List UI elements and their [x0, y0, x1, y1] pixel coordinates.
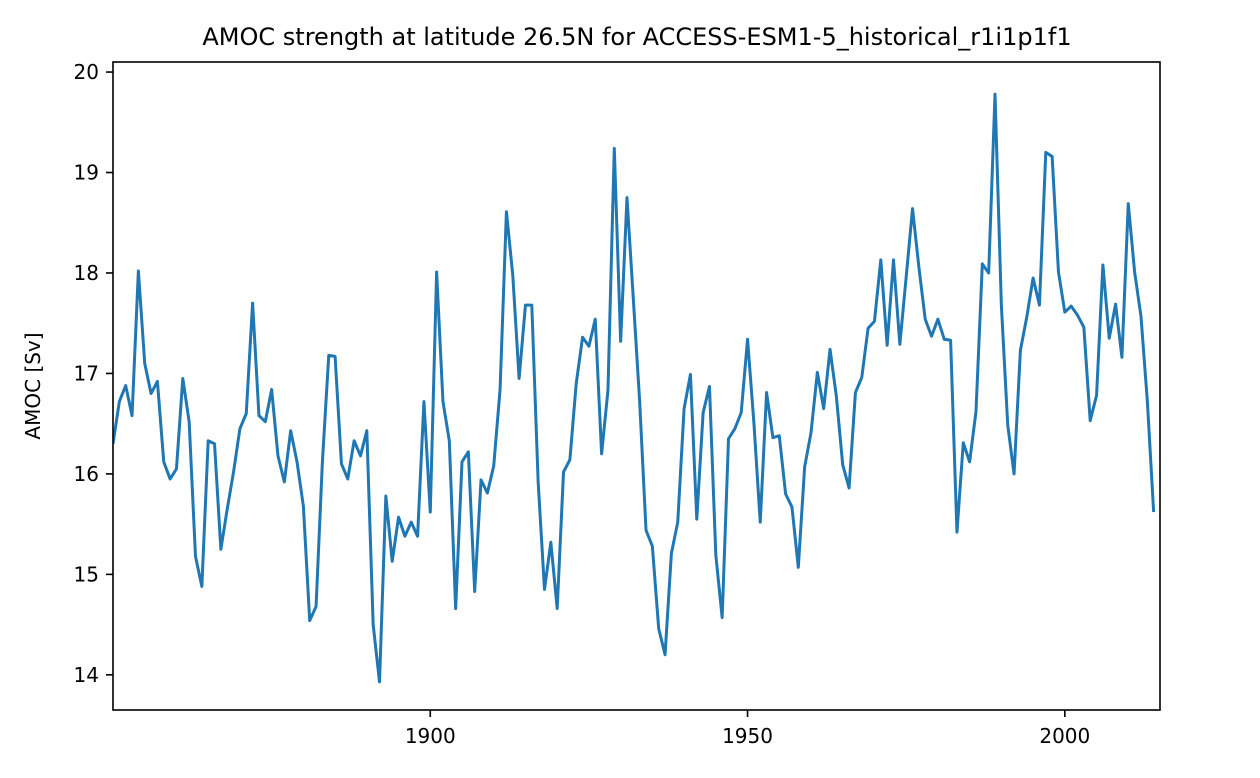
axes-frame [112, 61, 1161, 711]
y-axis-label: AMOC [Sv] [21, 332, 45, 439]
x-tick-label-1900: 1900 [405, 724, 456, 748]
series-line-0 [113, 92, 1156, 684]
plot-area: 1900 1950 2000 14 15 16 17 18 19 20 [74, 60, 1161, 748]
x-tick-label-1950: 1950 [722, 724, 773, 748]
x-tick-label-2000: 2000 [1039, 724, 1090, 748]
y-tick-label-17: 17 [74, 361, 99, 385]
chart-title: AMOC strength at latitude 26.5N for ACCE… [202, 23, 1071, 51]
y-tick-label-16: 16 [74, 462, 99, 486]
y-tick-label-18: 18 [74, 261, 99, 285]
y-tick-label-14: 14 [74, 663, 99, 687]
y-tick-label-15: 15 [74, 562, 99, 586]
y-tick-label-19: 19 [74, 161, 99, 185]
y-tick-label-20: 20 [74, 60, 99, 84]
